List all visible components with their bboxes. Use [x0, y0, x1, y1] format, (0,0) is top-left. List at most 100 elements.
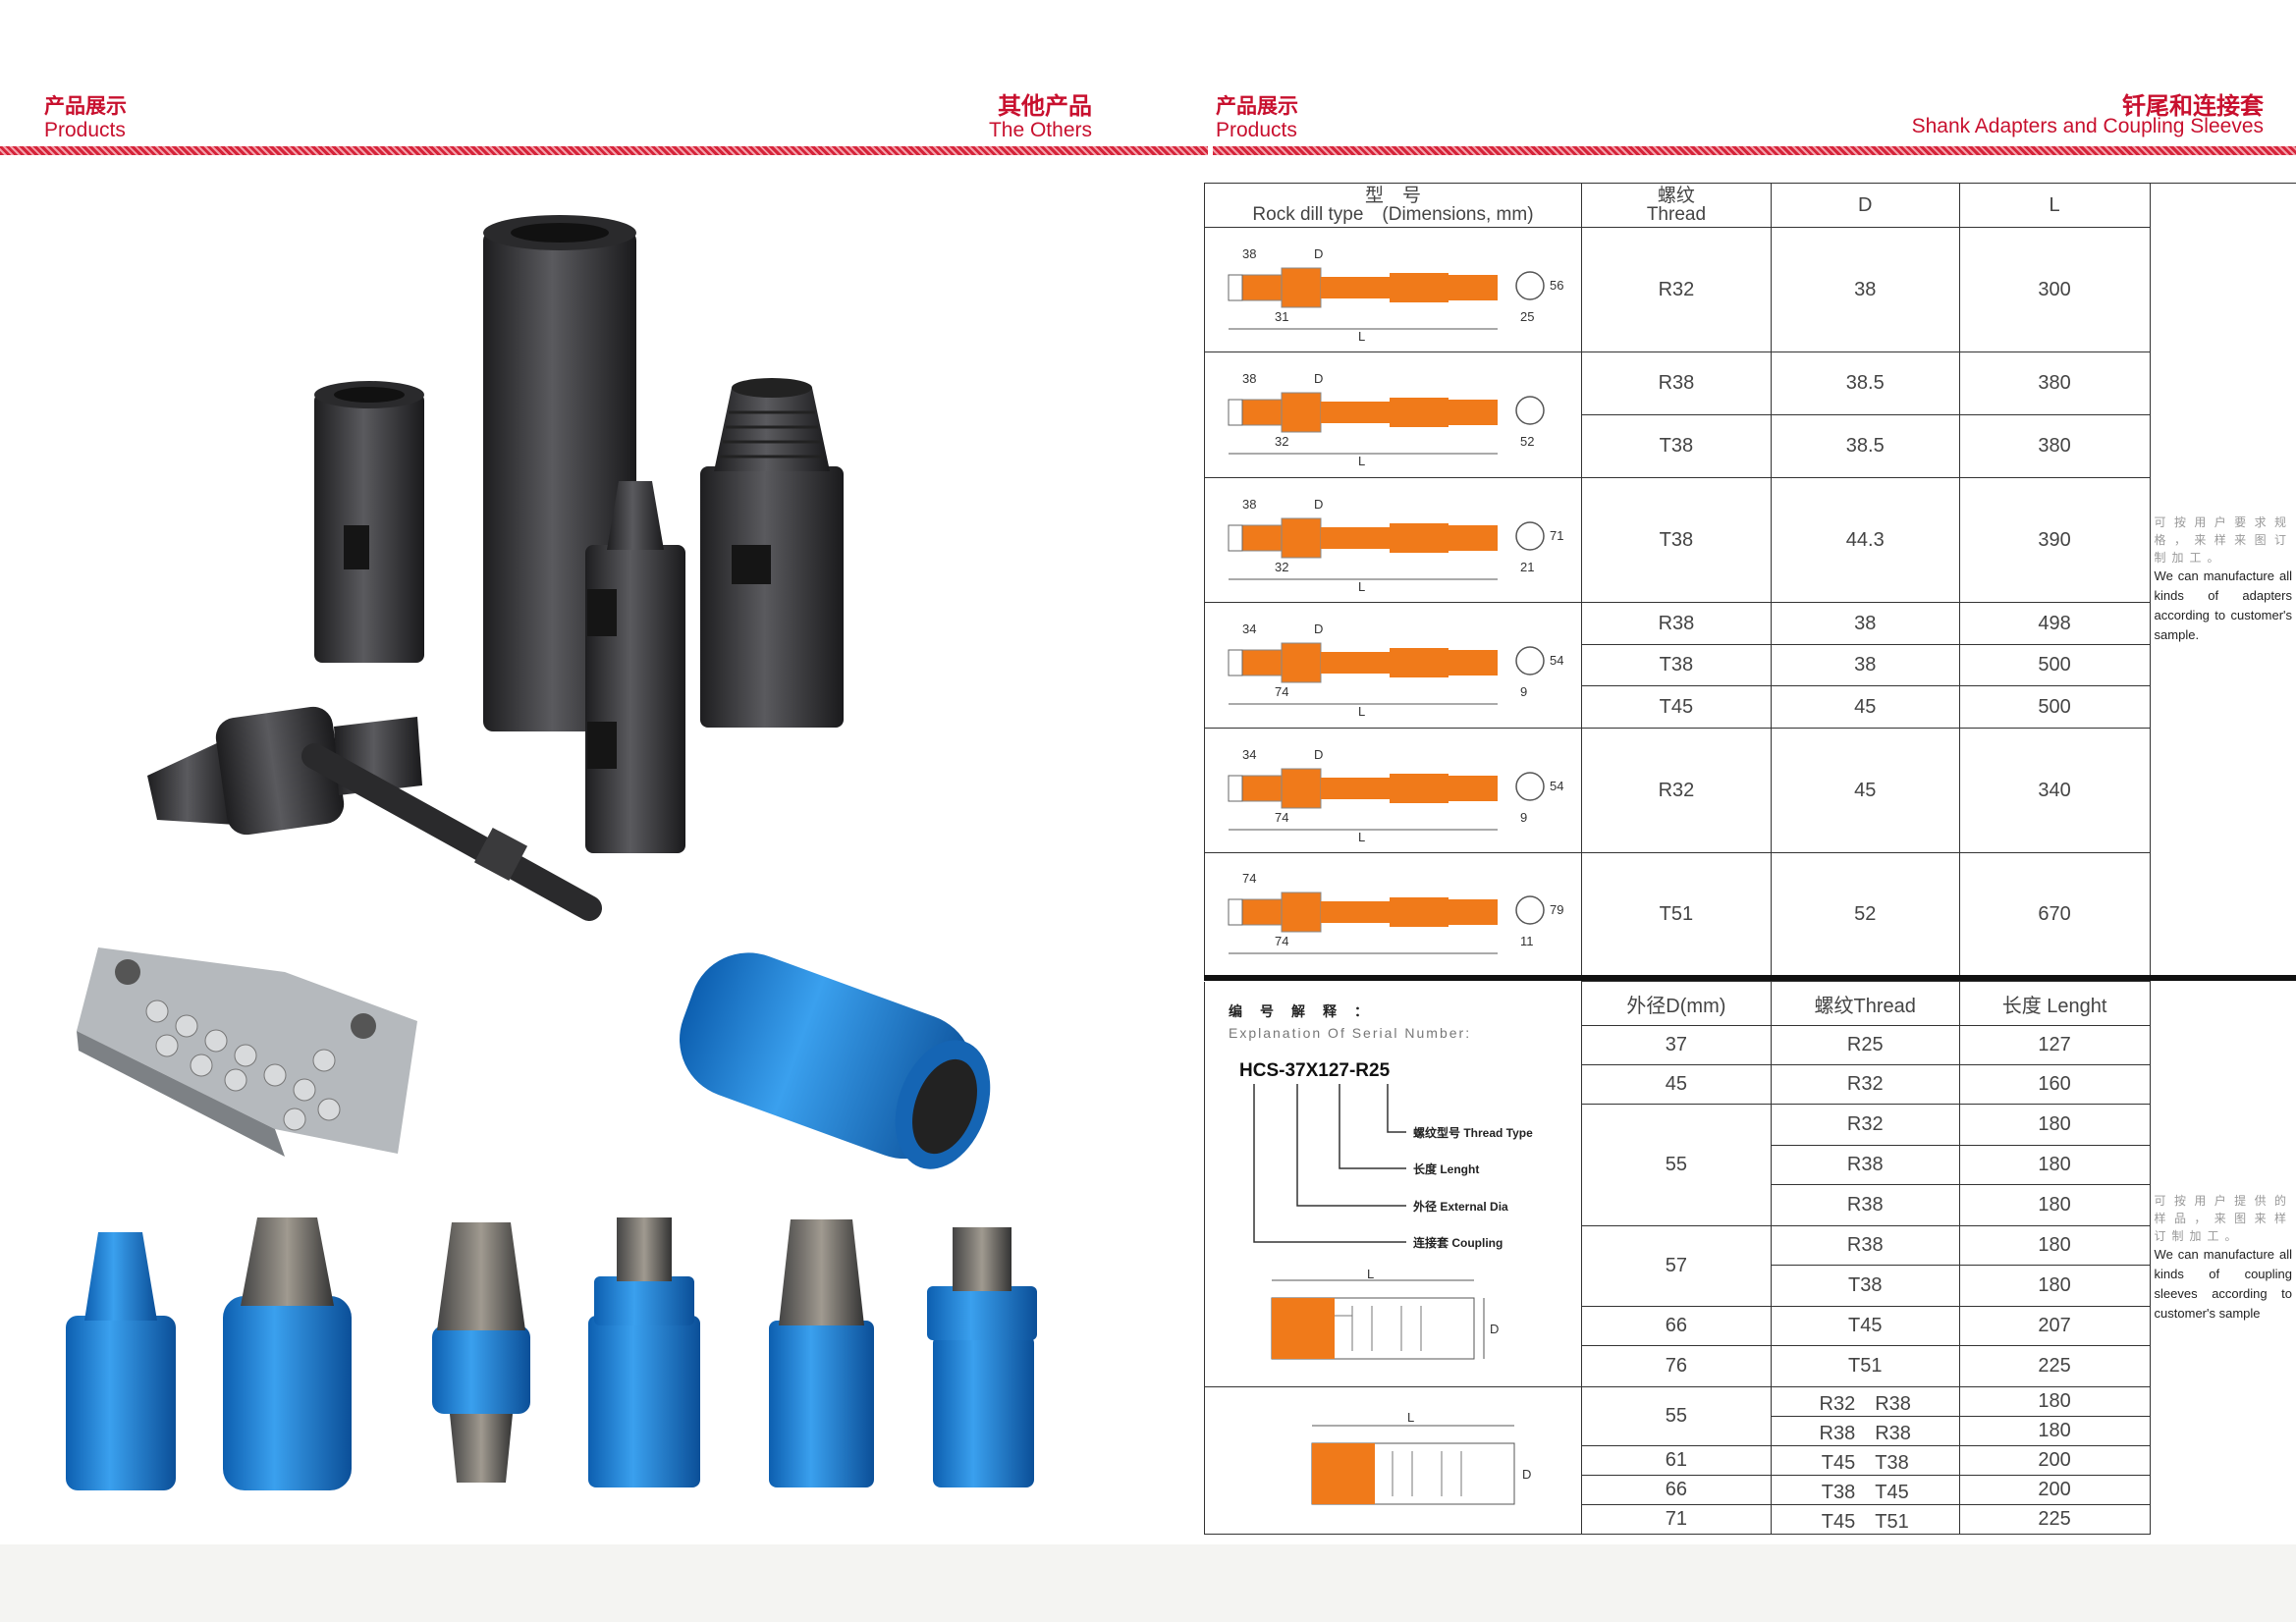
dim-top-d: D: [1314, 497, 1323, 512]
header-d: D: [1770, 183, 1960, 228]
dim-length: L: [1358, 830, 1365, 844]
shank-row: 38 D 71 32 21 L T38 44.3 390: [1204, 477, 2296, 603]
label-thread-type: 螺纹型号 Thread Type: [1413, 1125, 1533, 1140]
coupling-row: 66 T45 207: [1205, 1306, 2296, 1346]
right-header-en: Products: [1216, 119, 1297, 141]
label-coupling: 连接套 Coupling: [1413, 1235, 1503, 1250]
outer-d-cell: 61: [1580, 1445, 1772, 1476]
length-cell: 200: [1958, 1475, 2151, 1505]
shank-row: 38 D 56 31 25 L R32 38 300: [1204, 227, 2296, 352]
dim-length: L: [1358, 704, 1365, 719]
d-cell: 38.5: [1770, 414, 1960, 478]
d-cell: 52: [1770, 852, 1960, 976]
left-title-en: The Others: [988, 119, 1092, 141]
length-cell: 180: [1958, 1145, 2151, 1185]
left-header-cn: 产品展示: [44, 95, 127, 118]
d-cell: 45: [1770, 728, 1960, 853]
outer-d-cell: 66: [1580, 1475, 1772, 1505]
shank-table-header: 型 号 Rock dill type (Dimensions, mm) 螺纹 Thr…: [1204, 183, 2296, 976]
l-cell: 670: [1958, 852, 2151, 976]
outer-d-cell: 45: [1580, 1064, 1772, 1105]
header-l: L: [1958, 183, 2151, 228]
header-length: 长度 Lenght: [1958, 981, 2151, 1026]
coupling-sleeve-blue: [680, 952, 991, 1169]
dim-profile-side: 71: [1550, 528, 1563, 543]
dim-profile-side: 56: [1550, 278, 1563, 293]
coupling-sleeve-small-dark: [314, 381, 424, 663]
serial-explanation: 编 号 解 释 ： Explanation Of Serial Number: …: [1204, 981, 1582, 1387]
thread-cell: R32 R38: [1770, 1386, 1960, 1417]
dim-length: L: [1358, 329, 1365, 344]
thread-cell: R38: [1580, 351, 1772, 415]
outer-d-cell: 66: [1580, 1306, 1772, 1346]
dim-profile-side: 79: [1550, 902, 1563, 917]
table-divider: [1204, 975, 2296, 981]
outer-d-cell: 55: [1580, 1104, 1772, 1226]
thread-cell: T45 T51: [1770, 1504, 1960, 1535]
label-length: 长度 Lenght: [1413, 1162, 1480, 1176]
l-cell: 380: [1958, 351, 2151, 415]
dim-bottom-left: 32: [1275, 434, 1288, 449]
thread-cell: T51: [1770, 1345, 1960, 1387]
l-cell: 498: [1958, 602, 2151, 645]
dim-bottom-left: 74: [1275, 810, 1288, 825]
header-thread-en: Thread: [1646, 204, 1707, 225]
shank-row: T38 38 500: [1205, 644, 2296, 686]
length-cell: 180: [1958, 1386, 2151, 1417]
d-cell: 38: [1770, 602, 1960, 645]
label-external-dia: 外径 External Dia: [1413, 1199, 1508, 1214]
outer-d-cell: 57: [1580, 1225, 1772, 1307]
thread-cell: R38: [1770, 1184, 1960, 1226]
shank-row: 74 79 74 11 T51 52 670: [1204, 852, 2296, 976]
dim-top-left: 74: [1242, 871, 1256, 886]
coupling-note-en: We can manufacture all kinds of coupling…: [2154, 1247, 2292, 1321]
l-cell: 380: [1958, 414, 2151, 478]
header-type: 型 号 Rock dill type (Dimensions, mm): [1204, 183, 1582, 228]
thread-cell: R32: [1770, 1064, 1960, 1105]
thread-cell: R38: [1580, 602, 1772, 645]
coupling-row: R38 R38 180: [1205, 1416, 2296, 1446]
left-title-cn: 其他产品: [998, 93, 1092, 120]
coupling-row: 71 T45 T51 225: [1205, 1504, 2296, 1535]
length-cell: 180: [1958, 1225, 2151, 1266]
thread-cell: T45: [1580, 685, 1772, 729]
thread-cell: R32: [1580, 728, 1772, 853]
shank-drawing-cell: 38 D 71 32 21 L: [1204, 477, 1582, 603]
thread-cell: T38: [1580, 414, 1772, 478]
dim-bottom-left: 74: [1275, 684, 1288, 699]
d-cell: 38.5: [1770, 351, 1960, 415]
dim-profile-bottom: 11: [1520, 934, 1534, 948]
shank-row: 34 D 54 74 9 L R38 38 498: [1204, 602, 2296, 729]
shank-adapter-dark-small: [585, 481, 685, 853]
thread-cell: T38: [1770, 1265, 1960, 1307]
right-title-en: Shank Adapters and Coupling Sleeves: [1911, 115, 2264, 137]
shank-drawing: 38 D 56 31 25 L: [1228, 246, 1564, 344]
l-cell: 500: [1958, 685, 2151, 729]
header-thread: 螺纹Thread: [1770, 981, 1960, 1026]
shank-note-cn: 可按用户要求规格，来样来图订制加工。: [2154, 515, 2292, 566]
dim-top-left: 34: [1242, 747, 1256, 762]
thread-cell: R38 R38: [1770, 1416, 1960, 1446]
shank-adapter-table: 型 号 Rock dill type (Dimensions, mm) 螺纹 Thr…: [1204, 183, 2296, 976]
shank-drawing: 38 D 32 52 L: [1228, 371, 1546, 468]
header-thread-cn: 螺纹: [1657, 186, 1695, 206]
shank-row: 34 D 54 74 9 L R32 45 340: [1204, 728, 2296, 853]
coupling-table-header: 编 号 解 释 ： Explanation Of Serial Number: …: [1204, 981, 2296, 1535]
dim-top-d: D: [1314, 246, 1323, 261]
dim-d: D: [1522, 1467, 1531, 1482]
d-cell: 38: [1770, 644, 1960, 686]
length-cell: 180: [1958, 1265, 2151, 1307]
coupling-row: 76 T51 225: [1205, 1345, 2296, 1387]
dim-top-left: 34: [1242, 622, 1256, 636]
shank-row: T38 38.5 380: [1205, 414, 2296, 478]
outer-d-cell: 55: [1580, 1386, 1772, 1446]
right-title-cn: 钎尾和连接套: [2122, 93, 2264, 120]
product-photos: [66, 215, 1037, 1490]
dim-bottom-left: 74: [1275, 934, 1288, 948]
coupling-row: L D 55 R32 R38 180: [1204, 1386, 2296, 1535]
dim-l: L: [1367, 1267, 1374, 1281]
d-cell: 45: [1770, 685, 1960, 729]
shank-note-en: We can manufacture all kinds of adapters…: [2154, 568, 2292, 643]
